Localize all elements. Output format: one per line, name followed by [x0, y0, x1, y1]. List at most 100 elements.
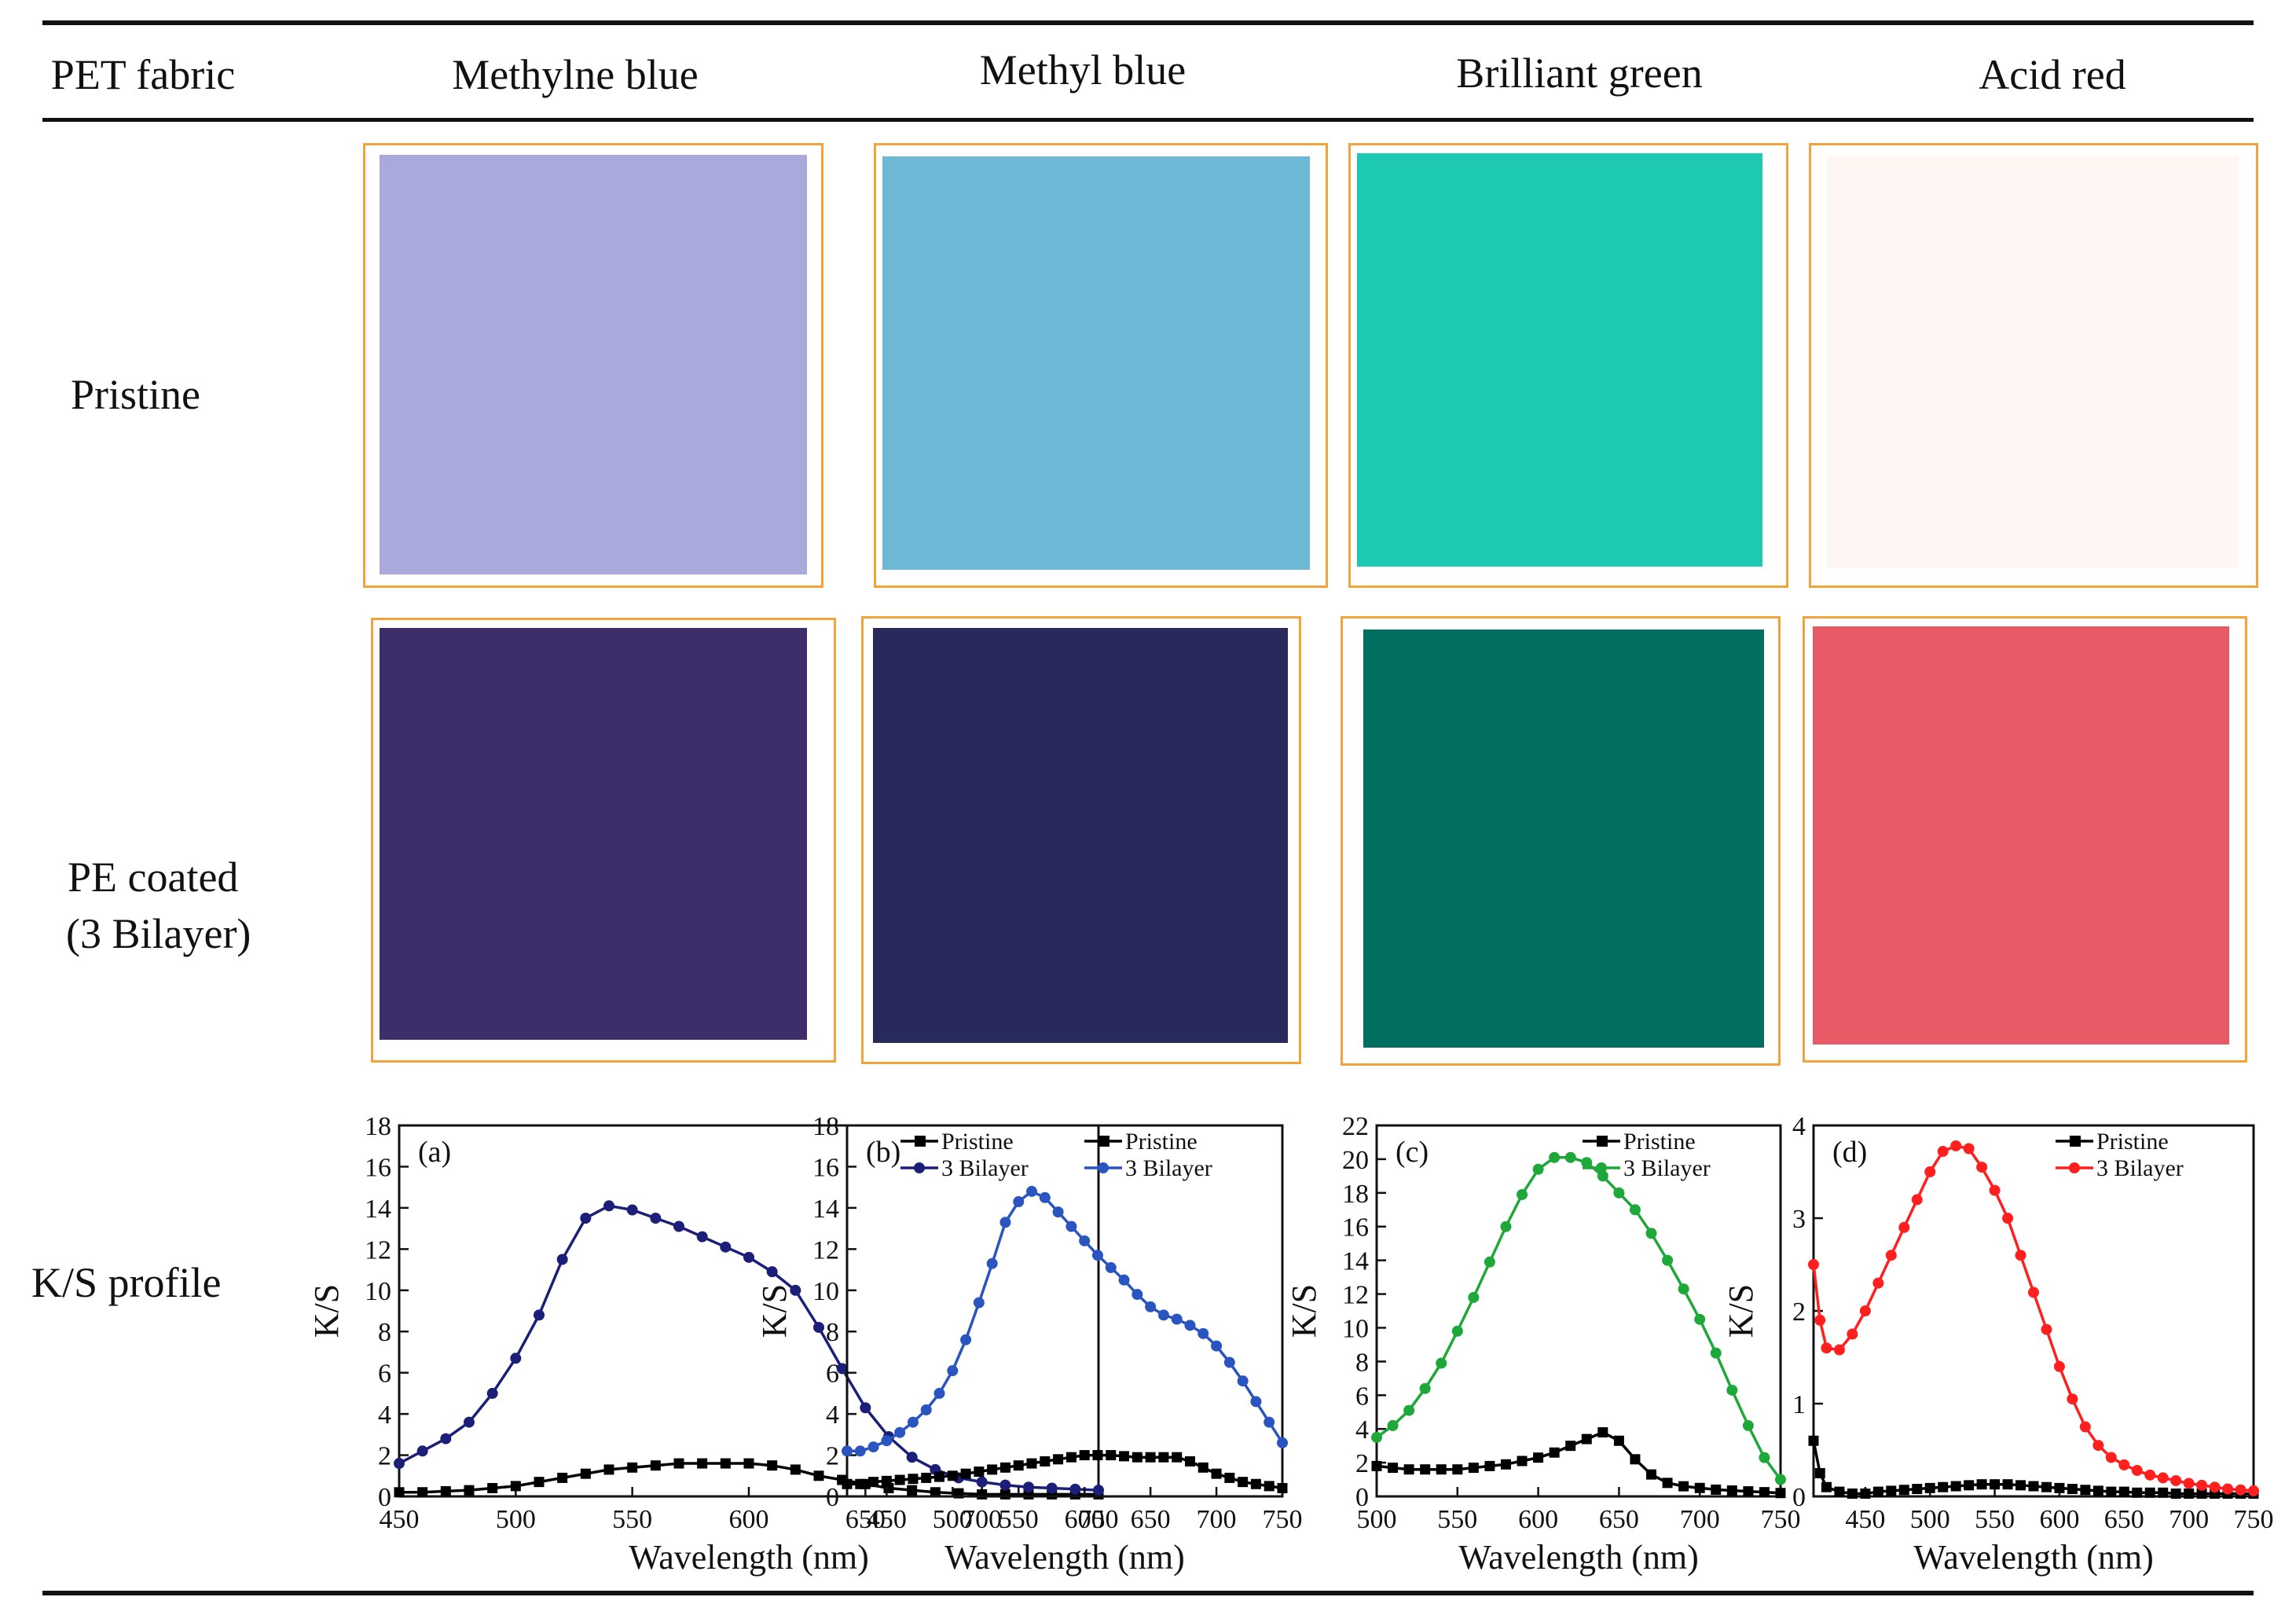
legend-entry: 3 Bilayer: [1583, 1155, 1711, 1181]
data-point: [487, 1483, 498, 1494]
swatch-coated-methylne-blue: [371, 618, 836, 1063]
header-pet-fabric: PET fabric: [50, 51, 236, 98]
y-tick-label: 0: [378, 1483, 391, 1512]
series-pristine: [842, 1450, 1288, 1494]
row-label-bilayer: (3 Bilayer): [66, 910, 251, 957]
data-point: [1023, 1481, 1034, 1493]
data-point: [1039, 1191, 1051, 1203]
x-tick-label: 450: [380, 1505, 420, 1534]
x-tick-label: 450: [867, 1505, 907, 1534]
top-rule: [42, 20, 2254, 25]
data-point: [1912, 1484, 1923, 1495]
data-point: [1759, 1452, 1770, 1463]
data-point: [977, 1489, 988, 1500]
data-point: [1500, 1221, 1512, 1232]
x-tick-label: 450: [1845, 1505, 1885, 1534]
legend-marker: [1098, 1136, 1109, 1147]
y-tick-label: 8: [1355, 1348, 1369, 1377]
x-tick-label: 700: [2169, 1505, 2209, 1534]
data-point: [2248, 1485, 2259, 1496]
data-point: [1119, 1451, 1130, 1462]
data-point: [1549, 1447, 1560, 1458]
data-point: [836, 1363, 848, 1375]
data-point: [1597, 1426, 1608, 1437]
legend-label: 3 Bilayer: [1623, 1155, 1711, 1181]
data-point: [1532, 1163, 1544, 1175]
x-tick-label: 750: [2234, 1505, 2274, 1534]
series-3-bilayer: [394, 1200, 1104, 1496]
data-point: [1157, 1309, 1169, 1321]
data-point: [1065, 1452, 1076, 1463]
data-point: [1694, 1482, 1705, 1493]
data-point: [1885, 1250, 1897, 1261]
data-point: [580, 1468, 591, 1479]
y-axis-label: K/S: [307, 1284, 346, 1338]
data-point: [1106, 1450, 1117, 1461]
data-point: [1118, 1274, 1130, 1286]
x-tick-label: 700: [1197, 1505, 1237, 1534]
data-point: [720, 1241, 732, 1253]
data-point: [1834, 1486, 1845, 1497]
data-point: [1989, 1184, 2001, 1196]
y-tick-label: 12: [812, 1235, 839, 1265]
data-point: [650, 1213, 662, 1224]
y-tick-label: 14: [365, 1195, 391, 1224]
data-point: [1629, 1204, 1641, 1216]
data-point: [1517, 1456, 1528, 1467]
data-point: [1452, 1464, 1463, 1475]
data-point: [627, 1462, 638, 1473]
x-tick-label: 550: [1975, 1505, 2015, 1534]
data-point: [1500, 1459, 1511, 1470]
data-point: [1250, 1478, 1261, 1489]
data-point: [2184, 1488, 2195, 1499]
y-tick-label: 2: [1792, 1298, 1806, 1327]
x-tick-label: 700: [1680, 1505, 1720, 1534]
data-point: [1759, 1487, 1770, 1498]
x-tick-label: 500: [1910, 1505, 1950, 1534]
data-point: [2106, 1486, 2117, 1497]
y-tick-label: 6: [826, 1360, 839, 1389]
data-point: [894, 1474, 905, 1485]
legend-marker: [914, 1162, 925, 1173]
data-point: [1069, 1483, 1081, 1495]
data-point: [2002, 1479, 2013, 1490]
x-tick-label: 500: [496, 1505, 536, 1534]
data-point: [1091, 1250, 1103, 1261]
x-tick-label: 600: [729, 1505, 769, 1534]
y-tick-label: 8: [826, 1318, 839, 1347]
data-point: [868, 1477, 879, 1488]
data-point: [486, 1387, 498, 1399]
data-point: [1184, 1320, 1196, 1331]
x-tick-label: 550: [612, 1505, 652, 1534]
data-point: [2092, 1485, 2103, 1496]
data-point: [2170, 1474, 2182, 1486]
y-axis-label: K/S: [1285, 1284, 1323, 1338]
swatch-pristine-methylne-blue: [363, 143, 823, 588]
header-methylne-blue: Methylne blue: [452, 51, 699, 98]
y-tick-label: 16: [812, 1153, 839, 1182]
data-point: [603, 1200, 614, 1212]
data-point: [1403, 1464, 1414, 1475]
data-point: [1131, 1289, 1143, 1301]
data-point: [881, 1435, 893, 1447]
legend-marker: [915, 1136, 926, 1147]
data-point: [1814, 1314, 1826, 1326]
data-point: [1990, 1479, 2001, 1490]
legend-entry: 3 Bilayer: [2056, 1155, 2184, 1181]
swatch-pristine-brilliant-green: [1348, 143, 1788, 588]
y-tick-label: 10: [812, 1277, 839, 1306]
data-point: [1371, 1431, 1382, 1443]
data-point: [464, 1416, 475, 1428]
data-point: [1451, 1325, 1463, 1337]
panel-label: (b): [866, 1136, 900, 1169]
x-tick-label: 600: [1065, 1505, 1105, 1534]
ks-chart-c: 500 550 600 650 700 750 0 2 4 6 8 10 12 14 16 18 20 22 Wav…: [1285, 1112, 1801, 1577]
plot-frame: [1375, 1124, 1782, 1498]
data-point: [1630, 1454, 1641, 1465]
data-point: [974, 1467, 985, 1478]
data-point: [1277, 1437, 1288, 1448]
data-point: [440, 1485, 451, 1496]
data-point: [854, 1445, 866, 1457]
data-point: [2118, 1459, 2130, 1470]
